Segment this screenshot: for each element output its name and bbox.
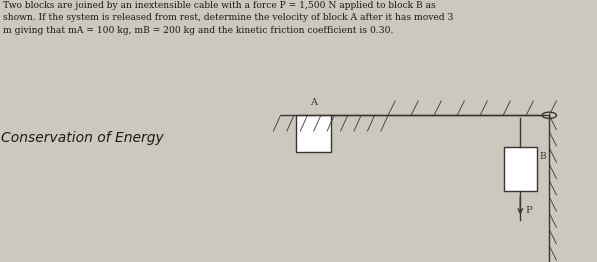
Text: Two blocks are joined by an inextensible cable with a force P = 1,500 N applied : Two blocks are joined by an inextensible… (3, 1, 453, 35)
Text: P: P (525, 206, 532, 215)
Text: Conservation of Energy: Conservation of Energy (1, 131, 164, 145)
Bar (504, 147, 537, 191)
Text: B: B (540, 152, 546, 161)
Bar (296, 115, 331, 152)
Text: A: A (310, 99, 317, 107)
